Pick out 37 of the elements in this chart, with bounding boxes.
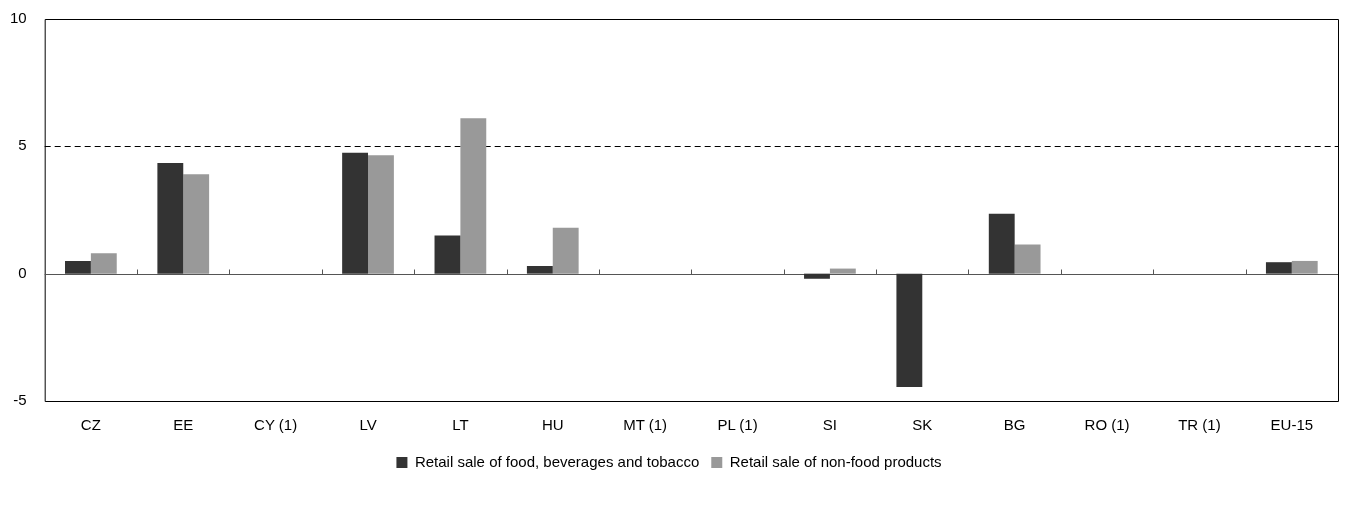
x-tick-label: CZ	[80, 416, 101, 434]
x-tick-label: PL (1)	[717, 416, 758, 434]
x-tick-label: TR (1)	[1178, 416, 1221, 434]
x-tick-label: HU	[541, 416, 564, 434]
x-tick-label: SI	[822, 416, 838, 434]
bar	[368, 155, 394, 274]
bar	[157, 162, 184, 274]
x-tick-label: LT	[452, 416, 469, 434]
bar	[90, 253, 117, 274]
bar	[342, 152, 369, 274]
bar	[65, 260, 91, 274]
x-tick-label: LV	[359, 416, 377, 434]
x-tick-label: BG	[1003, 416, 1026, 434]
bar	[1265, 262, 1292, 274]
bar	[1291, 260, 1318, 274]
x-tick-label: MT (1)	[623, 416, 668, 434]
x-tick-label: CY (1)	[254, 416, 298, 434]
y-tick-label: 0	[18, 263, 27, 281]
bar	[526, 266, 553, 274]
bar	[896, 273, 923, 387]
x-tick-label: EE	[173, 416, 194, 434]
bar	[1014, 244, 1041, 274]
bar	[552, 227, 579, 274]
legend-label: Retail sale of food, beverages and tobacco	[414, 452, 700, 470]
bar	[804, 273, 830, 279]
bar	[183, 174, 210, 274]
y-tick-label: 5	[18, 136, 27, 154]
bar	[434, 235, 461, 274]
y-tick-label: 10	[10, 9, 27, 27]
y-tick-label: -5	[13, 391, 27, 409]
x-tick-label: EU-15	[1270, 416, 1314, 434]
x-tick-label: RO (1)	[1084, 416, 1130, 434]
bar	[460, 118, 487, 274]
bar	[988, 213, 1015, 274]
bar	[829, 268, 856, 274]
legend-label: Retail sale of non-food products	[729, 452, 942, 470]
x-tick-label: SK	[912, 416, 933, 434]
